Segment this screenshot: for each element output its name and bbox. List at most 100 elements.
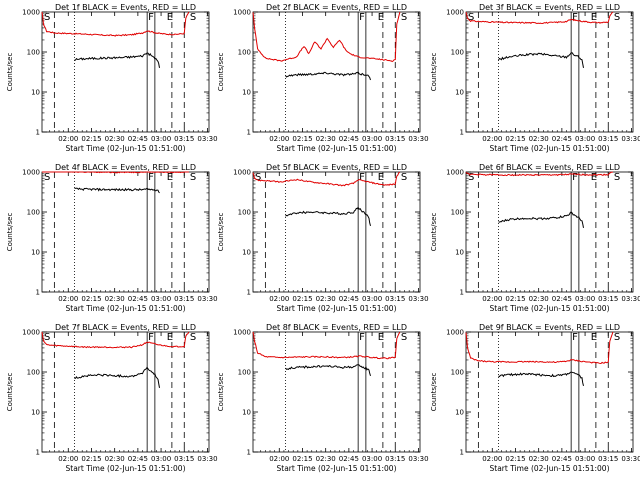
flag-label-e: E (378, 172, 384, 183)
x-tick-label: 03:00 (151, 135, 171, 143)
y-tick-label: 1000 (446, 9, 464, 17)
y-tick-label: 100 (238, 49, 251, 57)
detector-panel-7: Det 7f BLACK = Events, RED = LLD 1 10 100 10… (6, 323, 218, 473)
x-tick-label: 02:45 (339, 135, 359, 143)
x-tick-label: 02:45 (339, 455, 359, 463)
events-series-line (74, 187, 160, 194)
detector-panel-5: Det 5f BLACK = Events, RED = LLD 1 10 100 10… (217, 163, 429, 313)
y-tick-label: 1000 (233, 169, 251, 177)
panel-title: Det 5f BLACK = Events, RED = LLD (266, 163, 407, 172)
x-tick-label: 03:00 (575, 135, 595, 143)
flag-label-s: S (44, 12, 50, 23)
flag-label-f: F (359, 332, 365, 343)
events-series-line (74, 366, 160, 388)
lld-series-line (252, 331, 401, 360)
x-tick-label: 02:15 (292, 295, 312, 303)
x-axis-label: Start Time (02-Jun-15 01:51:00) (66, 304, 186, 313)
x-tick-label: 03:30 (197, 295, 217, 303)
x-tick-label: 03:30 (197, 135, 217, 143)
lld-series-line (41, 331, 190, 349)
x-tick-label: 02:00 (482, 295, 502, 303)
plot-frame (41, 331, 210, 453)
y-tick-label: 100 (451, 209, 464, 217)
plot-frame (252, 171, 421, 293)
x-tick-label: 02:00 (58, 295, 78, 303)
x-tick-label: 02:00 (269, 295, 289, 303)
x-axis-label: Start Time (02-Jun-15 01:51:00) (490, 144, 610, 153)
y-axis-label: Counts/sec (6, 213, 14, 252)
x-tick-label: 02:30 (316, 455, 336, 463)
y-tick-label: 10 (455, 249, 464, 257)
x-tick-label: 03:30 (621, 455, 640, 463)
x-tick-label: 02:45 (552, 295, 572, 303)
detector-panel-2: Det 2f BLACK = Events, RED = LLD 1 10 100 10… (217, 3, 429, 153)
lld-series-line (465, 331, 614, 365)
x-tick-label: 03:00 (575, 295, 595, 303)
x-tick-label: 02:00 (482, 135, 502, 143)
flag-label-e: E (591, 12, 597, 23)
flag-label-s: S (44, 332, 50, 343)
detector-panel-6: Det 6f BLACK = Events, RED = LLD 1 10 100 10… (430, 163, 640, 313)
flag-label-s: S (468, 172, 474, 183)
x-tick-label: 02:30 (529, 135, 549, 143)
x-axis-label: Start Time (02-Jun-15 01:51:00) (277, 464, 397, 473)
x-tick-label: 02:15 (81, 455, 101, 463)
y-axis-label: Counts/sec (217, 213, 225, 252)
flag-label-f: F (359, 12, 365, 23)
y-axis-label: Counts/sec (6, 373, 14, 412)
y-tick-label: 1000 (22, 169, 40, 177)
x-tick-label: 03:00 (362, 135, 382, 143)
x-axis-label: Start Time (02-Jun-15 01:51:00) (66, 464, 186, 473)
y-tick-label: 1000 (22, 9, 40, 17)
flag-label-e: E (378, 12, 384, 23)
events-series-line (285, 71, 371, 81)
x-tick-label: 02:00 (58, 455, 78, 463)
x-tick-label: 03:30 (408, 295, 428, 303)
y-tick-label: 100 (27, 209, 40, 217)
lld-series-line (41, 11, 190, 37)
y-tick-label: 100 (451, 369, 464, 377)
x-tick-label: 02:15 (505, 135, 525, 143)
lld-series-line (252, 171, 401, 187)
x-tick-label: 03:15 (174, 295, 194, 303)
y-tick-label: 100 (27, 369, 40, 377)
y-tick-label: 10 (242, 409, 251, 417)
x-tick-label: 02:15 (81, 295, 101, 303)
x-tick-label: 03:15 (174, 135, 194, 143)
y-tick-label: 1 (460, 129, 464, 137)
flag-label-e: E (591, 172, 597, 183)
events-series-line (498, 371, 584, 387)
flag-label-e: E (167, 332, 173, 343)
flag-label-s: S (190, 12, 196, 23)
flag-label-s: S (255, 172, 261, 183)
x-tick-label: 02:15 (81, 135, 101, 143)
y-tick-label: 1 (247, 289, 251, 297)
x-tick-label: 03:15 (385, 455, 405, 463)
panel-title: Det 3f BLACK = Events, RED = LLD (479, 3, 620, 12)
detector-panel-9: Det 9f BLACK = Events, RED = LLD 1 10 100 10… (430, 323, 640, 473)
x-axis-label: Start Time (02-Jun-15 01:51:00) (277, 144, 397, 153)
x-tick-label: 03:15 (385, 135, 405, 143)
flag-label-s: S (401, 12, 407, 23)
detector-panel-3: Det 3f BLACK = Events, RED = LLD 1 10 100 10… (430, 3, 640, 153)
x-axis-label: Start Time (02-Jun-15 01:51:00) (490, 464, 610, 473)
x-tick-label: 03:00 (362, 455, 382, 463)
x-tick-label: 03:15 (598, 295, 618, 303)
flag-label-e: E (378, 332, 384, 343)
flag-label-s: S (44, 172, 50, 183)
flag-label-f: F (572, 332, 578, 343)
flag-label-f: F (572, 12, 578, 23)
detector-panel-1: Det 1f BLACK = Events, RED = LLD 1 10 100 10… (6, 3, 218, 153)
lld-series-line (465, 11, 614, 25)
flag-label-s: S (401, 332, 407, 343)
flag-label-s: S (401, 172, 407, 183)
y-tick-label: 1 (460, 449, 464, 457)
x-tick-label: 02:00 (482, 455, 502, 463)
x-tick-label: 02:45 (128, 455, 148, 463)
x-axis-label: Start Time (02-Jun-15 01:51:00) (277, 304, 397, 313)
x-tick-label: 03:00 (575, 455, 595, 463)
flag-label-f: F (148, 332, 154, 343)
x-tick-label: 03:00 (151, 295, 171, 303)
flag-label-f: F (572, 172, 578, 183)
